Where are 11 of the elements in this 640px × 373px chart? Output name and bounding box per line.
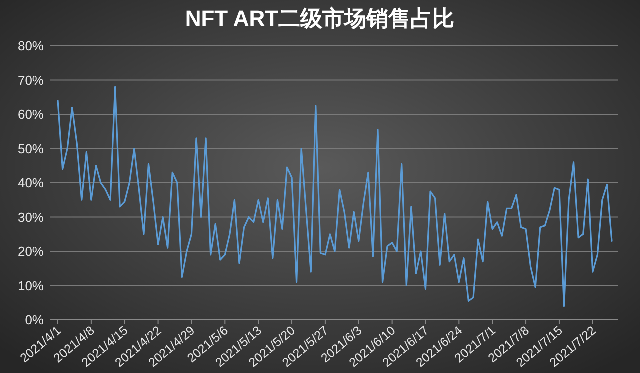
y-tick-label: 80% — [18, 38, 44, 54]
y-tick-label: 30% — [18, 210, 44, 225]
y-tick-label: 20% — [18, 244, 44, 259]
y-tick-label: 40% — [18, 176, 44, 190]
chart-title: NFT ART二级市场销售占比 — [185, 6, 455, 31]
y-tick-label: 70% — [18, 72, 44, 88]
y-tick-label: 10% — [18, 278, 44, 294]
y-tick-label: 60% — [18, 107, 44, 122]
y-tick-label: 0% — [25, 312, 44, 328]
y-tick-label: 50% — [18, 141, 44, 156]
line-series — [57, 86, 613, 308]
